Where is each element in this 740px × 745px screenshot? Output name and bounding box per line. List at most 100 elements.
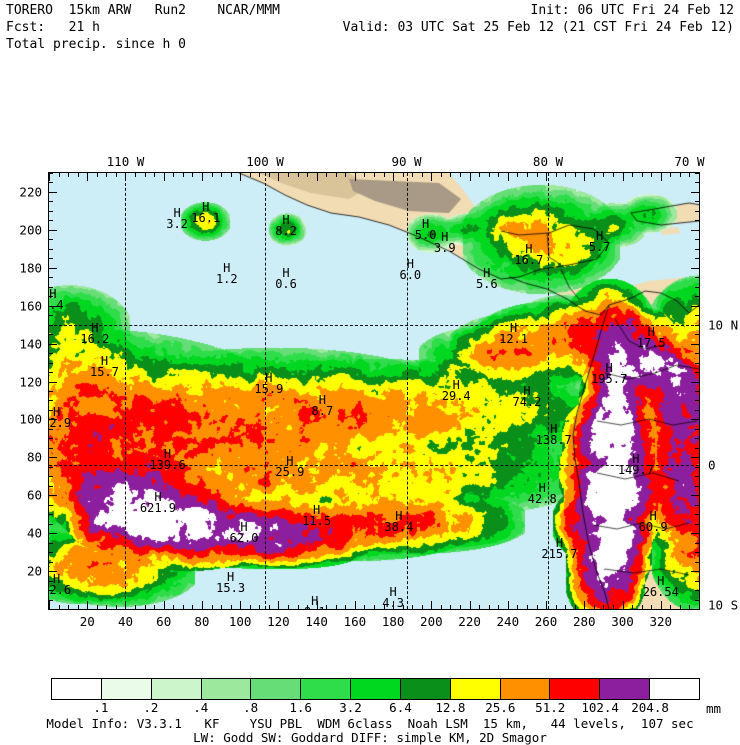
tick-right-80 (691, 457, 699, 458)
tick-top-80 (202, 173, 203, 181)
colorbar-cell-4[interactable] (251, 679, 302, 699)
tick-bottom-195 (422, 605, 423, 609)
tick-left-125 (49, 372, 53, 373)
maximum-marker-value: 215.7 (541, 546, 578, 561)
tick-top-330 (680, 173, 681, 177)
colorbar-cell-1[interactable] (101, 679, 152, 699)
maximum-marker-value: 138.7 (535, 432, 572, 447)
tick-top-250 (527, 173, 528, 177)
tick-top-120 (278, 173, 279, 181)
tick-bottom-40 (125, 601, 126, 609)
colorbar-level-1: .2 (143, 700, 159, 715)
tick-bottom-75 (192, 605, 193, 609)
tick-top-320 (661, 173, 662, 181)
tick-top-245 (517, 173, 518, 177)
tick-right-150 (695, 325, 699, 326)
tick-top-265 (556, 173, 557, 177)
maximum-marker-36: H 215.7 (541, 537, 577, 560)
tick-left-65 (49, 486, 53, 487)
tick-right-10 (695, 590, 699, 591)
tick-bottom-255 (537, 605, 538, 609)
maximum-marker-letter: H (538, 480, 546, 495)
tick-bottom-145 (326, 605, 327, 609)
colorbar-cell-0[interactable] (52, 679, 102, 699)
tick-bottom-335 (689, 605, 690, 609)
colorbar-cell-5[interactable] (301, 679, 352, 699)
tick-right-110 (695, 400, 699, 401)
maximum-marker-value: 0.4 (49, 298, 64, 313)
tick-top-270 (565, 173, 566, 177)
tick-right-220 (691, 192, 699, 193)
tick-right-35 (695, 543, 699, 544)
tick-bottom-190 (412, 605, 413, 609)
tick-left-45 (49, 524, 53, 525)
tick-right-120 (691, 382, 699, 383)
precipitation-map[interactable]: H0.4H12.9H52.6H16.2H15.7H621.9H139.6H62.… (48, 172, 700, 610)
tick-left-160 (49, 306, 57, 307)
colorbar-cell-2[interactable] (151, 679, 202, 699)
colorbar-cell-10[interactable] (550, 679, 601, 699)
maximum-marker-24: H 5.6 (476, 267, 498, 290)
maximum-marker-value: 16.7 (514, 252, 544, 267)
maximum-marker-value: 42.8 (527, 491, 557, 506)
colorbar-cell-9[interactable] (500, 679, 551, 699)
maximum-marker-value: 6.0 (399, 267, 422, 282)
tick-bottom-270 (565, 605, 566, 609)
tick-bottom-160 (355, 601, 356, 609)
tick-bottom-205 (441, 605, 442, 609)
tick-left-80 (49, 457, 57, 458)
maximum-marker-letter: H (421, 217, 430, 232)
maximum-marker-22: H 3.9 (434, 231, 456, 254)
maximum-marker-15: H 15.9 (254, 372, 283, 395)
colorbar-cell-11[interactable] (600, 679, 651, 699)
maximum-marker-20: H 4.3 (382, 586, 404, 609)
tick-bottom-215 (460, 605, 461, 609)
tick-left-175 (49, 277, 53, 278)
maximum-marker-letter: H (525, 241, 533, 256)
tick-left-100 (49, 419, 57, 420)
tick-top-70 (183, 173, 184, 177)
tick-bottom-325 (670, 605, 671, 609)
tick-left-220 (49, 192, 57, 193)
tick-left-50 (49, 514, 53, 515)
colorbar-level-11: 204.8 (631, 700, 669, 715)
maximum-marker-letter: H (523, 384, 531, 398)
tick-bottom-100 (240, 601, 241, 609)
tick-left-205 (49, 220, 53, 221)
tick-bottom-275 (575, 605, 576, 609)
tick-top-180 (393, 173, 394, 181)
tick-right-230 (695, 173, 699, 174)
maximum-marker-14: H 0.6 (275, 267, 297, 290)
tick-left-190 (49, 249, 53, 250)
maximum-marker-21: H 5.0 (415, 218, 437, 241)
colorbar-cell-12[interactable] (650, 679, 699, 699)
colorbar-level-10: 102.4 (581, 700, 619, 715)
tick-left-0 (49, 609, 57, 610)
tick-bottom-310 (642, 605, 643, 609)
colorbar-cell-3[interactable] (201, 679, 252, 699)
tick-top-290 (603, 173, 604, 177)
colorbar-cell-8[interactable] (450, 679, 501, 699)
maximum-marker-value: 0.6 (275, 277, 297, 292)
tick-bottom-305 (632, 605, 633, 609)
maximum-marker-letter: H (632, 452, 640, 467)
tick-bottom-20 (87, 601, 88, 609)
x-tick-label-180: 180 (381, 614, 405, 629)
colorbar[interactable] (51, 678, 700, 700)
maximum-marker-letter: H (313, 503, 321, 518)
tick-bottom-155 (345, 605, 346, 609)
y-tick-label-180: 180 (19, 260, 42, 276)
tick-right-225 (695, 182, 699, 183)
lon-label-top-3: 80 W (532, 154, 564, 169)
tick-top-255 (537, 173, 538, 177)
tick-right-0 (691, 609, 699, 610)
colorbar-cell-7[interactable] (400, 679, 451, 699)
tick-left-200 (49, 230, 57, 231)
tick-right-215 (695, 201, 699, 202)
maximum-marker-2: H52.6 (49, 573, 71, 596)
tick-left-5 (49, 600, 53, 601)
colorbar-cell-6[interactable] (351, 679, 401, 699)
tick-bottom-60 (164, 601, 165, 609)
maximum-marker-3: H 16.2 (80, 322, 109, 345)
model-info-line-1: Model Info: V3.3.1 KF YSU PBL WDM 6class… (46, 716, 694, 731)
